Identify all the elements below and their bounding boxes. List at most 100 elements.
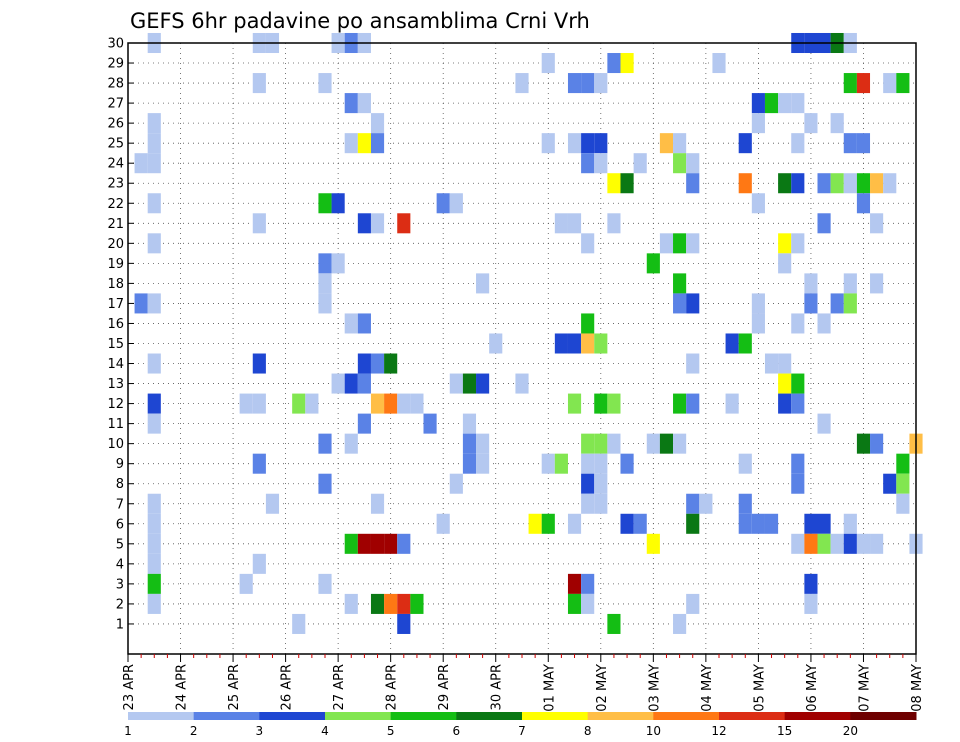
y-tick-label: 9: [116, 457, 124, 472]
precip-cell: [147, 413, 161, 434]
precip-cell: [370, 133, 385, 154]
precip-cell: [528, 513, 542, 534]
precip-cell: [567, 213, 582, 234]
precip-cell: [449, 373, 463, 394]
precip-cell: [883, 173, 897, 194]
y-tick-label: 12: [107, 397, 124, 412]
precip-cell: [449, 473, 463, 494]
precip-cell: [449, 193, 463, 214]
y-tick-label: 22: [107, 197, 124, 212]
precip-cell: [397, 613, 411, 634]
precip-cell: [357, 353, 371, 374]
precip-cell: [804, 293, 818, 314]
y-tick-label: 20: [107, 237, 124, 252]
colorbar-swatch: [390, 712, 457, 720]
precip-cell: [554, 333, 568, 354]
precip-cell: [764, 513, 779, 534]
y-tick-label: 3: [116, 577, 124, 592]
precip-cell: [738, 333, 752, 354]
colorbar-swatch: [784, 712, 851, 720]
precip-cell: [252, 453, 266, 474]
precip-cell: [686, 353, 700, 374]
precip-cell: [791, 313, 805, 334]
colorbar-swatch: [456, 712, 523, 720]
precip-cell: [594, 393, 608, 414]
precip-cell: [791, 233, 805, 254]
precip-cell: [567, 593, 582, 614]
precip-cell: [410, 393, 424, 414]
precip-cell: [830, 293, 844, 314]
precip-cell: [778, 253, 792, 274]
precip-cell: [318, 573, 332, 594]
precip-cell: [147, 513, 161, 534]
x-axis-ticks: 23 APR 24 APR 25 APR 26 APR 27 APR 28 APR 29 A…: [122, 654, 925, 712]
precip-cell: [686, 293, 700, 314]
colorbar-label: 6: [453, 724, 461, 738]
precip-cell: [370, 533, 385, 554]
colorbar-label: 15: [777, 724, 792, 738]
x-tick-label: 01 MAY: [542, 664, 557, 712]
precip-cell: [843, 73, 857, 94]
precip-cell: [581, 153, 595, 174]
precip-cell: [712, 53, 726, 74]
precip-cell: [476, 373, 490, 394]
precip-cell: [147, 393, 161, 414]
colorbar-swatch: [128, 712, 195, 720]
precip-cell: [870, 173, 884, 194]
precip-cell: [370, 213, 385, 234]
precip-cell: [725, 393, 739, 414]
precip-cell: [147, 113, 161, 134]
precip-cell: [397, 213, 411, 234]
precip-cell: [344, 593, 358, 614]
precip-cell: [147, 153, 161, 174]
precip-cell: [581, 133, 595, 154]
precip-cell: [344, 93, 358, 114]
precip-cell: [620, 513, 634, 534]
precip-cell: [462, 373, 477, 394]
precip-cell: [567, 133, 582, 154]
precip-cell: [554, 213, 568, 234]
precip-cell: [370, 493, 385, 514]
chart-title: GEFS 6hr padavine po ansamblima Crni Vrh: [130, 9, 590, 33]
precip-cell: [318, 273, 332, 294]
precip-cell: [239, 573, 253, 594]
x-tick-label: 07 MAY: [857, 664, 872, 712]
precip-cell: [541, 53, 555, 74]
precip-cell: [318, 73, 332, 94]
precip-cell: [896, 493, 910, 514]
precip-cell: [581, 313, 595, 334]
precip-cell: [305, 393, 319, 414]
precip-cell: [594, 433, 608, 454]
precip-cell: [673, 393, 687, 414]
precip-cell: [357, 213, 371, 234]
precip-cell: [292, 613, 306, 634]
precip-cell: [134, 153, 148, 174]
precip-cell: [791, 533, 805, 554]
precip-cell: [147, 233, 161, 254]
colorbar-swatch: [653, 712, 720, 720]
precip-cell: [462, 453, 477, 474]
y-tick-label: 21: [107, 217, 124, 232]
precip-cell: [843, 133, 857, 154]
precip-cell: [673, 133, 687, 154]
precip-cell: [764, 353, 779, 374]
y-tick-label: 11: [107, 417, 124, 432]
precip-cell: [607, 613, 621, 634]
precip-cell: [686, 233, 700, 254]
precip-cell: [817, 533, 831, 554]
precip-cell: [397, 533, 411, 554]
precip-cell: [252, 353, 266, 374]
precip-cell: [843, 293, 857, 314]
precip-cell: [147, 193, 161, 214]
precip-cell: [686, 493, 700, 514]
precip-cell: [843, 533, 857, 554]
x-tick-label: 26 APR: [280, 664, 295, 710]
colorbar-label: 2: [190, 724, 198, 738]
precip-cell: [764, 93, 779, 114]
precip-cell: [896, 73, 910, 94]
y-tick-label: 27: [107, 97, 124, 112]
colorbar-label: 5: [387, 724, 395, 738]
precip-cell: [357, 313, 371, 334]
y-tick-label: 2: [116, 597, 124, 612]
precip-cell: [252, 213, 266, 234]
